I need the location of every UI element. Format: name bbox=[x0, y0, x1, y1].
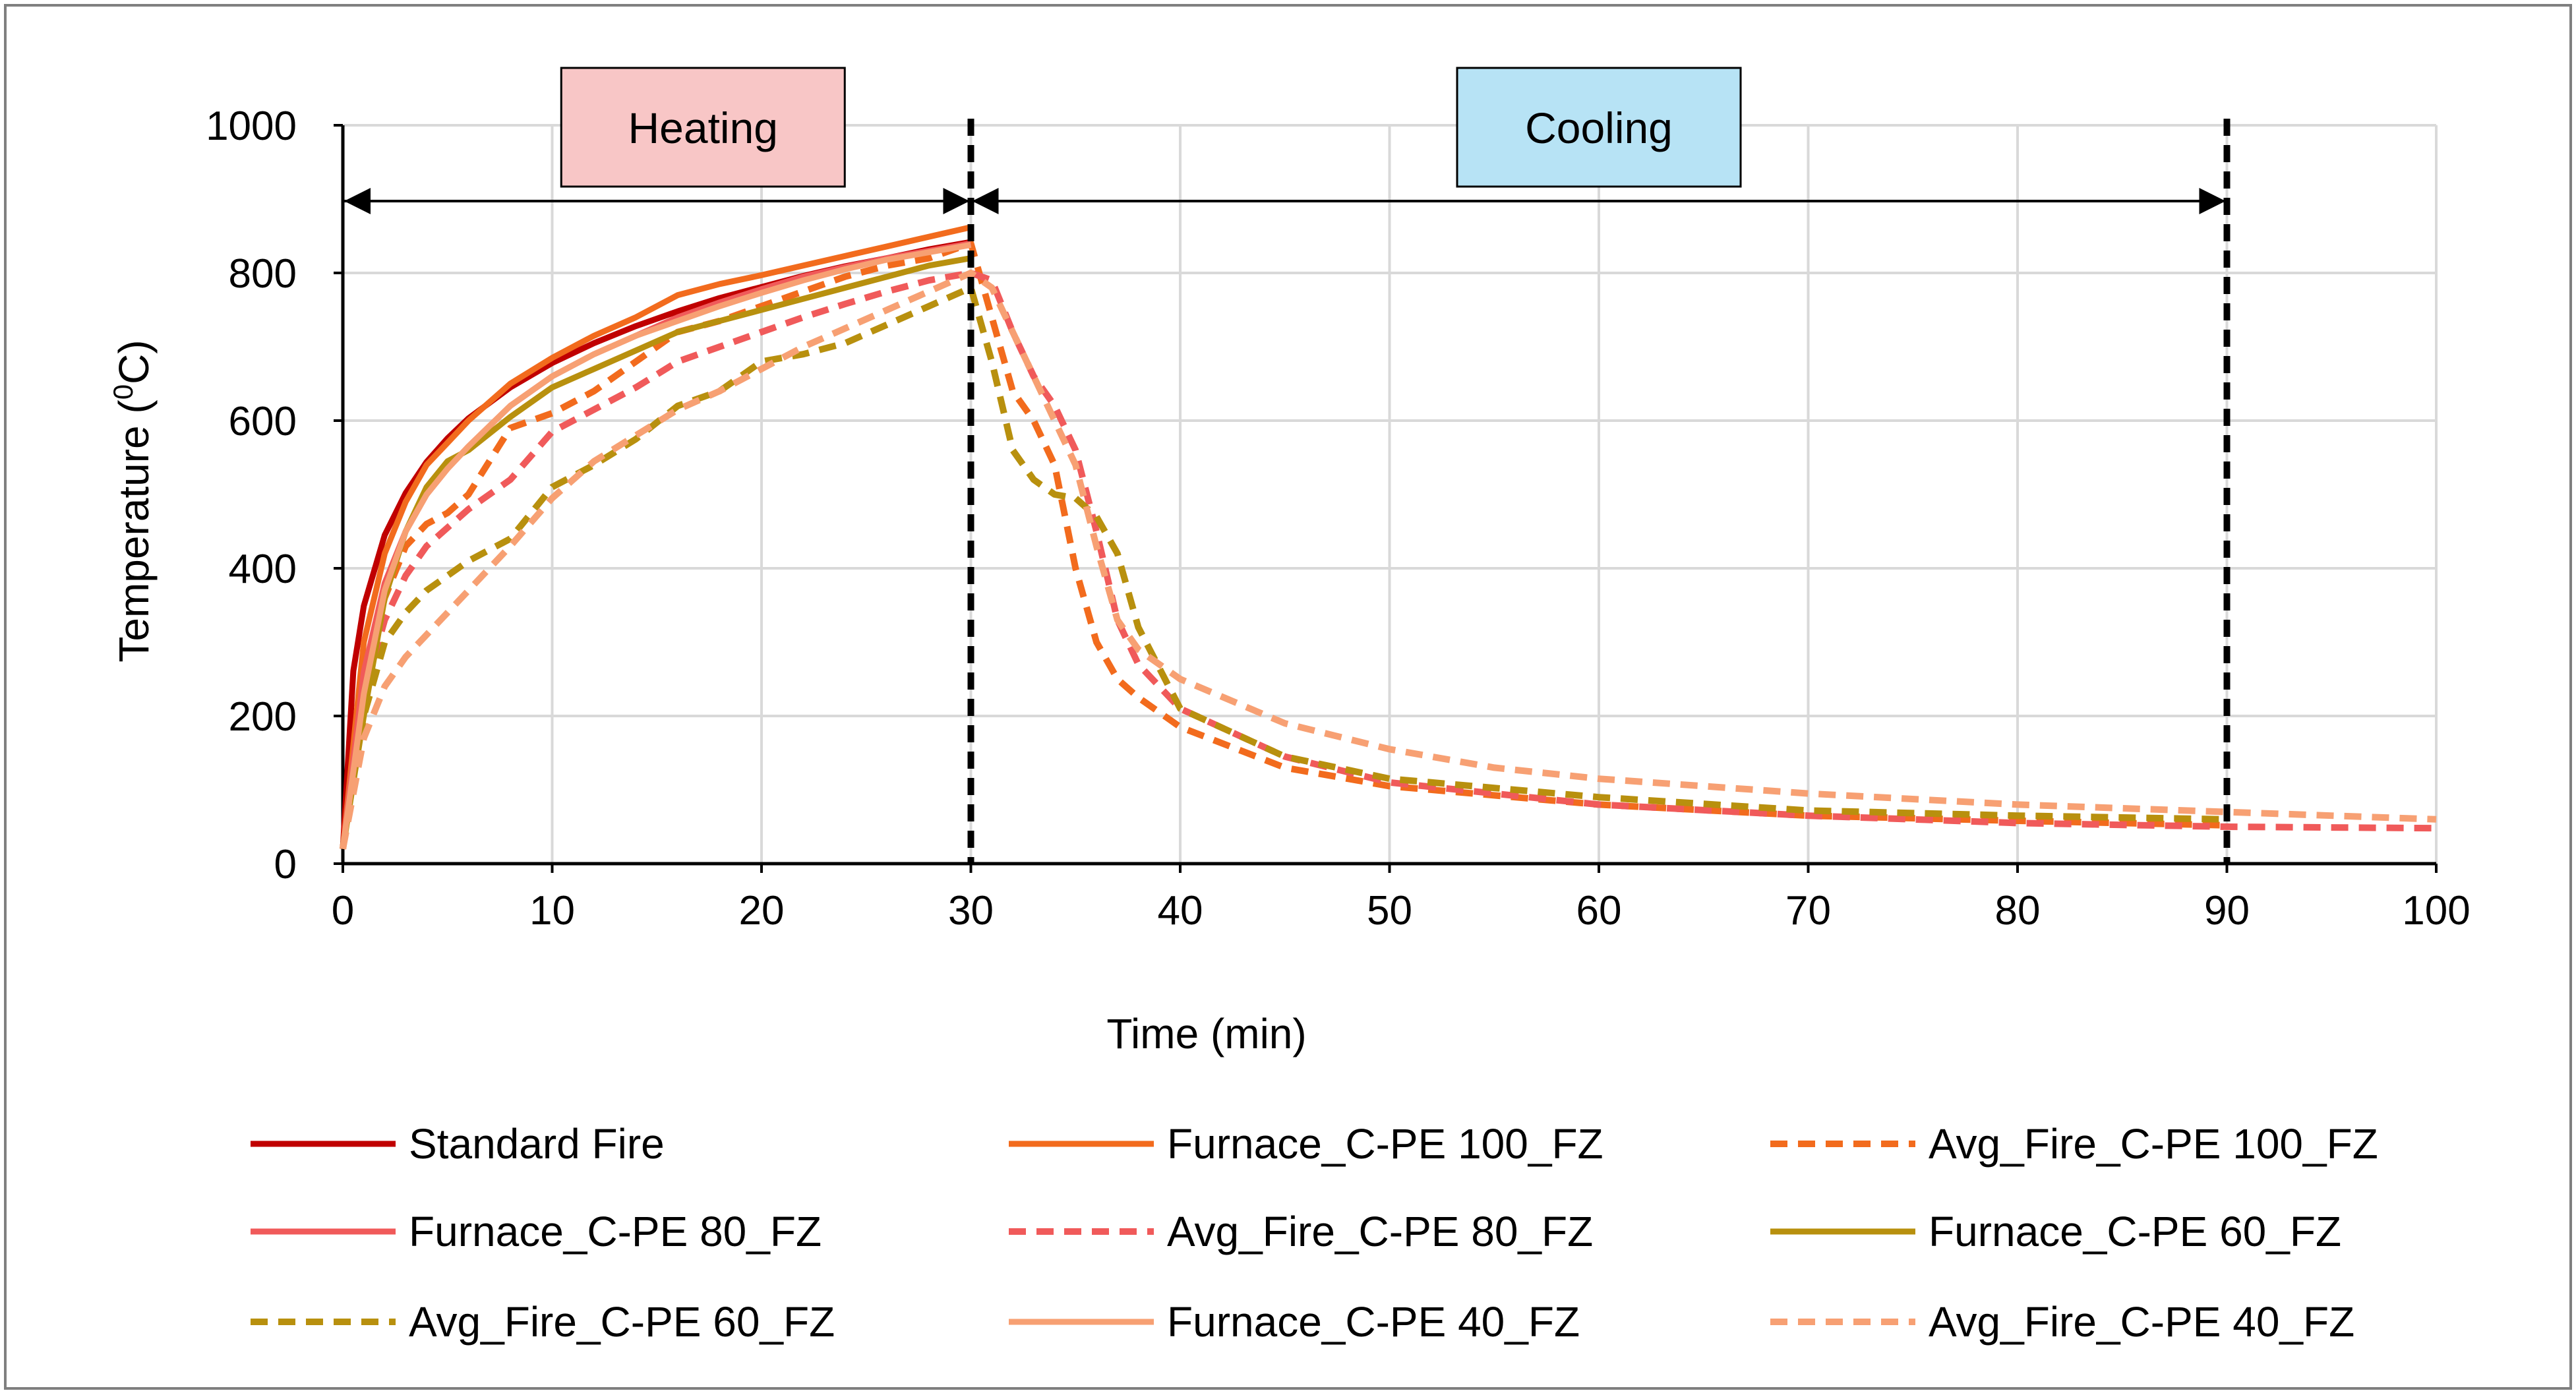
phase-annotations: Heating Cooling bbox=[344, 67, 2226, 214]
gridlines bbox=[343, 124, 2438, 864]
legend-label-furnace-c-pe-80-fz: Furnace_C-PE 80_FZ bbox=[409, 1208, 822, 1255]
x-axis-title: Time (min) bbox=[1106, 1010, 1306, 1057]
x-tick-label: 20 bbox=[739, 888, 785, 934]
y-tick-label: 400 bbox=[229, 547, 297, 592]
x-tick-label: 60 bbox=[1576, 888, 1622, 934]
heating-phase-label: Heating bbox=[628, 104, 779, 152]
y-axis-title-main: Temperature ( bbox=[110, 400, 158, 662]
series-line-avg-fire-c-pe-40-fz bbox=[340, 270, 2437, 850]
y-tick-label: 600 bbox=[229, 399, 297, 444]
x-tick-label: 40 bbox=[1158, 888, 1203, 934]
y-tick-label: 200 bbox=[229, 694, 297, 740]
legend-label-avg-fire-c-pe-60-fz: Avg_Fire_C-PE 60_FZ bbox=[409, 1298, 835, 1346]
legend: Standard Fire Furnace_C-PE 100_FZ Avg_Fire… bbox=[251, 1120, 2378, 1346]
y-tick-label: 0 bbox=[274, 842, 297, 887]
y-tick-label: 800 bbox=[229, 251, 297, 297]
legend-label-furnace-c-pe-40-fz: Furnace_C-PE 40_FZ bbox=[1167, 1298, 1580, 1346]
data-series bbox=[340, 224, 2437, 850]
y-axis-title-unit: C) bbox=[110, 340, 158, 384]
legend-label-standard-fire: Standard Fire bbox=[409, 1120, 665, 1168]
y-axis-title: Temperature (0C) bbox=[107, 340, 158, 662]
legend-label-avg-fire-c-pe-80-fz: Avg_Fire_C-PE 80_FZ bbox=[1167, 1208, 1593, 1255]
x-tick-label: 80 bbox=[1995, 888, 2041, 934]
cooling-phase-box bbox=[1456, 67, 1742, 188]
legend-label-furnace-c-pe-100-fz: Furnace_C-PE 100_FZ bbox=[1167, 1120, 1603, 1168]
x-tick-label: 90 bbox=[2204, 888, 2250, 934]
series-line-furnace-c-pe-40-fz bbox=[340, 241, 972, 850]
x-tick-label: 0 bbox=[332, 888, 354, 934]
x-tick-label: 10 bbox=[529, 888, 575, 934]
y-tick-label: 1000 bbox=[206, 104, 297, 149]
y-axis-title-superscript: 0 bbox=[107, 384, 138, 400]
legend-label-furnace-c-pe-60-fz: Furnace_C-PE 60_FZ bbox=[1929, 1208, 2341, 1255]
series-line-avg-fire-c-pe-80-fz bbox=[340, 270, 2437, 850]
series-line-furnace-c-pe-100-fz bbox=[340, 224, 972, 850]
x-tick-label: 30 bbox=[948, 888, 994, 934]
chart-border bbox=[4, 4, 2572, 1390]
heating-phase-box bbox=[560, 67, 846, 188]
legend-label-avg-fire-c-pe-100-fz: Avg_Fire_C-PE 100_FZ bbox=[1929, 1120, 2378, 1168]
cooling-phase-label: Cooling bbox=[1525, 104, 1673, 152]
axis-labels: Time (min) Temperature (0C) bbox=[107, 340, 1307, 1057]
legend-label-avg-fire-c-pe-40-fz: Avg_Fire_C-PE 40_FZ bbox=[1929, 1298, 2354, 1346]
x-tick-label: 50 bbox=[1367, 888, 1412, 934]
series-line-avg-fire-c-pe-60-fz bbox=[340, 284, 2227, 850]
x-tick-label: 70 bbox=[1785, 888, 1831, 934]
phase-boundary-lines bbox=[967, 119, 2231, 864]
x-tick-label: 100 bbox=[2402, 888, 2470, 934]
